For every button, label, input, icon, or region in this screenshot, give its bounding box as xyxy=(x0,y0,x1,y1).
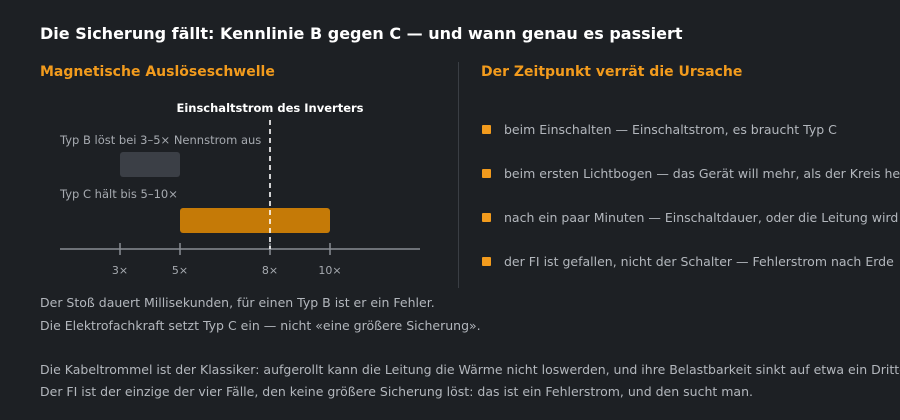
threshold-section-title: Magnetische Auslöseschwelle xyxy=(40,64,275,80)
cause-item-text: nach ein paar Minuten — Einschaltdauer, … xyxy=(504,210,900,225)
bullet-square-icon xyxy=(482,125,491,134)
type-b-range-bar xyxy=(120,152,180,177)
cause-item: nach ein paar Minuten — Einschaltdauer, … xyxy=(480,206,900,229)
page-title: Die Sicherung fällt: Kennlinie B gegen C… xyxy=(40,24,683,43)
x-tick-label: 10× xyxy=(318,264,341,277)
bullet-square-icon xyxy=(482,169,491,178)
x-tick-label: 5× xyxy=(172,264,188,277)
cause-item-text: beim Einschalten — Einschaltstrom, es br… xyxy=(504,122,837,137)
cause-item-text: der FI ist gefallen, nicht der Schalter … xyxy=(504,254,894,269)
note-line-2: Die Elektrofachkraft setzt Typ C ein — n… xyxy=(40,318,481,333)
type-b-label: Typ B löst bei 3–5× Nennstrom aus xyxy=(59,133,261,147)
cause-item: beim Einschalten — Einschaltstrom, es br… xyxy=(480,118,900,141)
x-tick-label: 8× xyxy=(262,264,278,277)
type-c-label: Typ C hält bis 5–10× xyxy=(59,187,178,201)
cause-item-text: beim ersten Lichtbogen — das Gerät will … xyxy=(504,166,900,181)
bullet-square-icon xyxy=(482,257,491,266)
cause-item: der FI ist gefallen, nicht der Schalter … xyxy=(480,250,900,273)
marker-label: Einschaltstrom des Inverters xyxy=(176,101,363,115)
cause-list: beim Einschalten — Einschaltstrom, es br… xyxy=(480,118,900,294)
column-divider xyxy=(458,62,459,288)
x-tick-label: 3× xyxy=(112,264,128,277)
note-line-3: Die Kabeltrommel ist der Klassiker: aufg… xyxy=(40,362,900,377)
bullet-square-icon xyxy=(482,213,491,222)
threshold-diagram: Einschaltstrom des Inverters Typ B löst … xyxy=(59,101,420,277)
cause-item: beim ersten Lichtbogen — das Gerät will … xyxy=(480,162,900,185)
timing-section-title: Der Zeitpunkt verrät die Ursache xyxy=(481,64,743,80)
note-line-1: Der Stoß dauert Millisekunden, für einen… xyxy=(40,295,435,310)
type-c-range-bar xyxy=(180,208,330,233)
note-line-4: Der FI ist der einzige der vier Fälle, d… xyxy=(40,384,753,399)
